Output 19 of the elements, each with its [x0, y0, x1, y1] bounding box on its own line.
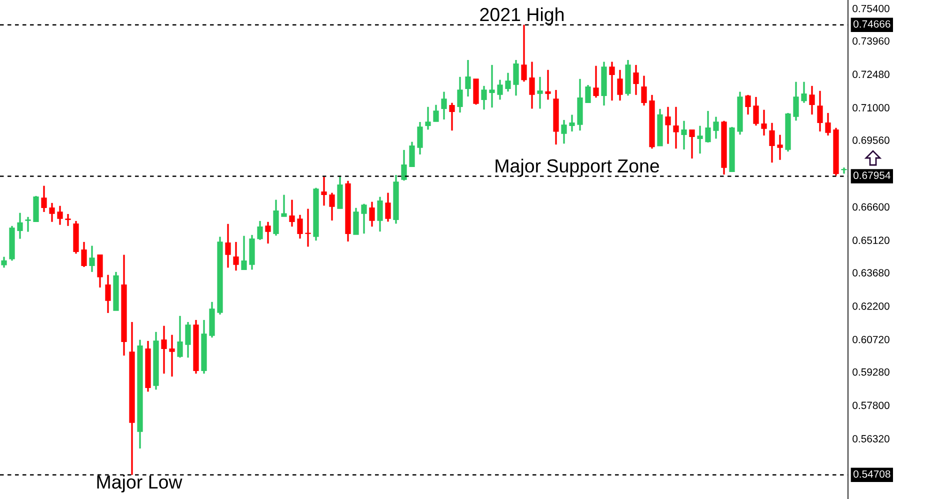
- annotation: Major Support Zone: [496, 158, 660, 176]
- y-tick-label: 0.69560: [852, 136, 890, 144]
- annotation: Major Low: [97, 474, 182, 492]
- y-tick-label: 0.60720: [852, 336, 890, 344]
- y-tick-label: 0.62200: [852, 302, 890, 310]
- y-tick-label: 0.66600: [852, 203, 890, 211]
- y-tick-label: 0.56320: [852, 435, 890, 442]
- y-tick-label: 0.57800: [852, 402, 890, 410]
- y-tick-label: 0.65120: [852, 236, 890, 244]
- annotation: 2021 High: [480, 7, 564, 25]
- ref-line-label: 0.74666: [853, 20, 890, 28]
- ref-line-label: 0.67954: [853, 172, 890, 180]
- y-tick-label: 0.59280: [852, 368, 890, 376]
- y-tick-label: 0.75400: [852, 4, 890, 12]
- y-tick-label: 0.72480: [852, 70, 890, 78]
- y-tick-label: 0.73960: [852, 37, 890, 45]
- ref-line-label: 0.54708: [853, 470, 890, 478]
- y-tick-label: 0.63680: [852, 269, 890, 276]
- y-tick-label: 0.71000: [852, 104, 890, 112]
